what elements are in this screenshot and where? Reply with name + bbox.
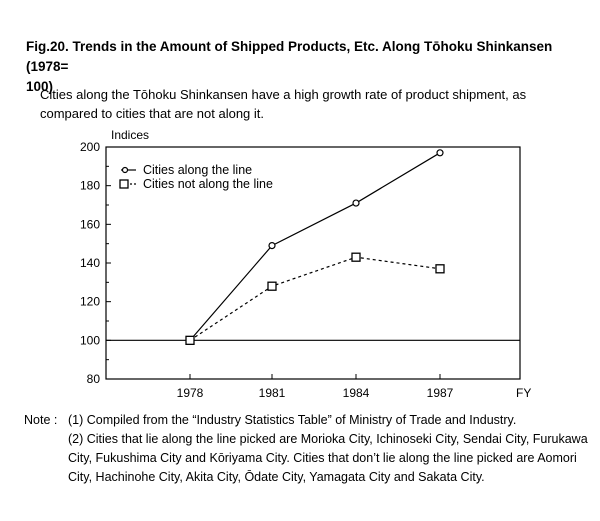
x-tick-label: 1984 [343, 386, 370, 400]
y-tick-label: 100 [80, 333, 100, 347]
legend-label-1: Cities along the line [143, 163, 252, 177]
x-tick-label: 1978 [177, 386, 204, 400]
y-axis-label: Indices [111, 128, 149, 142]
series-2-point [267, 281, 277, 291]
figure-title-text: Trends in the Amount of Shipped Products… [26, 39, 553, 74]
series-2-point [351, 252, 361, 262]
series-line-1 [189, 152, 441, 341]
y-tick-label: 140 [80, 256, 100, 270]
figure-title: Fig.20. Trends in the Amount of Shipped … [26, 37, 586, 97]
figure-number: Fig.20. [26, 39, 69, 54]
y-tick-label: 180 [80, 179, 100, 193]
chart-plot-group: 80 100 120 140 160 180 200 Indices 1978 1981 1984 1… [80, 128, 531, 400]
note-item-2: (2) Cities that lie along the line picke… [68, 432, 588, 484]
legend-marker-1 [121, 166, 129, 174]
x-tick-label: 1981 [259, 386, 286, 400]
series-line-2 [189, 256, 441, 341]
series-2-point [185, 335, 195, 345]
figure-title-continuation: 100) [26, 79, 54, 94]
y-tick-label: 120 [80, 295, 100, 309]
note-item-1: (1) Compiled from the “Industry Statisti… [68, 413, 517, 427]
x-tick-label: 1987 [427, 386, 454, 400]
y-tick-label: 160 [80, 217, 100, 231]
line-chart: 80 100 120 140 160 180 200 Indices 1978 1981 1984 1… [80, 128, 531, 400]
y-tick-label: 80 [87, 372, 101, 386]
y-tick-label: 200 [80, 140, 100, 154]
x-axis-label: FY [516, 386, 531, 400]
series-1-point [352, 199, 360, 207]
series-2-point [435, 264, 445, 274]
legend-label-2: Cities not along the line [143, 177, 273, 191]
notes-label: Note : [24, 413, 58, 427]
series-1-point [436, 149, 444, 157]
series-1-point [268, 242, 276, 250]
figure-subtitle: Cities along the Tōhoku Shinkansen have … [40, 87, 527, 121]
legend-marker-2 [119, 179, 129, 189]
